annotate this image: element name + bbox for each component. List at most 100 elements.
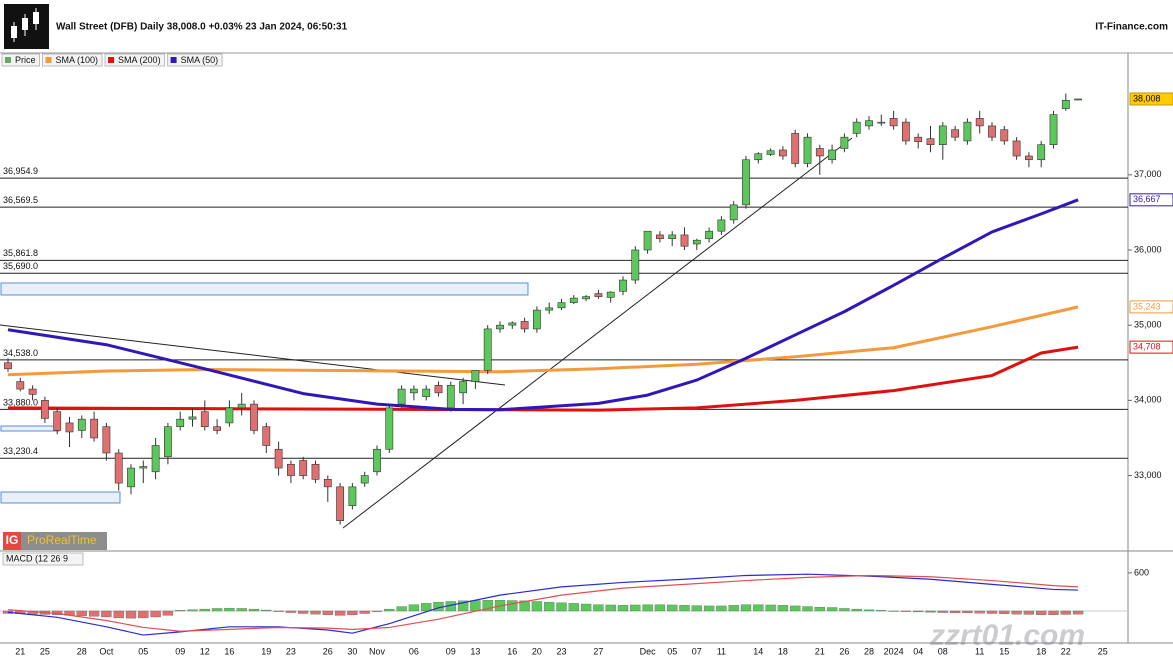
candle-body xyxy=(1000,129,1009,142)
candle-body xyxy=(373,448,381,473)
candle-body xyxy=(127,467,135,488)
x-tick-label: Oct xyxy=(99,646,114,656)
candle-body xyxy=(791,133,800,164)
macd-histogram-bar xyxy=(740,604,752,612)
level-label: 34,538.0 xyxy=(3,348,38,358)
macd-histogram-bar xyxy=(76,610,87,616)
candle-body xyxy=(496,324,504,330)
candle-body xyxy=(225,407,234,424)
candle-body xyxy=(40,400,49,419)
candle-body xyxy=(200,411,209,427)
macd-line xyxy=(7,574,1079,632)
macd-histogram-bar xyxy=(630,604,641,612)
x-tick-label: 11 xyxy=(975,646,984,656)
level-label: 35,861.8 xyxy=(3,248,38,258)
macd-histogram-bar xyxy=(777,605,789,612)
macd-histogram-bar xyxy=(642,604,653,612)
candle-body xyxy=(680,234,689,247)
candle-body xyxy=(766,150,775,155)
macd-histogram-bar xyxy=(728,605,739,612)
macd-histogram-bar xyxy=(949,610,961,614)
x-tick-label: 15 xyxy=(999,646,1009,656)
macd-histogram-bar xyxy=(1072,610,1084,615)
x-tick-label: 26 xyxy=(839,646,849,656)
macd-histogram-bar xyxy=(1011,610,1022,615)
x-tick-label: 19 xyxy=(261,646,271,656)
level-label-bg xyxy=(1,446,42,457)
candle-body xyxy=(705,230,713,239)
candle-body xyxy=(4,362,12,370)
level-label-bg xyxy=(1,347,42,358)
candle-body xyxy=(717,219,726,232)
price-tag-bg xyxy=(1129,92,1173,106)
macd-histogram-bar xyxy=(851,608,862,612)
macd-histogram-bar xyxy=(753,604,764,612)
legend-box xyxy=(167,53,223,67)
price-tag-bg xyxy=(1129,300,1173,314)
macd-histogram-bar xyxy=(285,610,297,613)
legend-box xyxy=(104,53,166,67)
macd-histogram-bar xyxy=(765,604,776,612)
sma-line xyxy=(7,345,1079,412)
candle-body xyxy=(988,125,996,138)
candle-body xyxy=(619,279,627,292)
candle-body xyxy=(422,388,431,397)
price-tag-bg xyxy=(1129,193,1173,207)
macd-histogram-bar xyxy=(101,610,112,618)
macd-histogram-bar xyxy=(617,605,629,612)
x-tick-label: 22 xyxy=(1061,646,1071,656)
x-tick-label: 26 xyxy=(323,646,333,656)
x-tick-label: 12 xyxy=(200,646,210,656)
candle-body xyxy=(828,149,836,161)
candle-body xyxy=(532,309,541,330)
macd-histogram-bar xyxy=(568,603,579,612)
candle-body xyxy=(582,296,590,300)
x-tick-label: 08 xyxy=(938,646,948,656)
candle-body xyxy=(1037,144,1046,161)
x-tick-label: 05 xyxy=(667,646,677,656)
y-tick-label: 35,000 xyxy=(1134,320,1162,330)
macd-histogram-bar xyxy=(654,604,666,612)
macd-histogram-bar xyxy=(691,605,702,612)
macd-line xyxy=(7,573,1079,636)
sma-line xyxy=(7,305,1079,377)
candle-body xyxy=(311,463,320,480)
x-tick-label: 18 xyxy=(778,646,788,656)
candle-body xyxy=(729,204,738,221)
macd-histogram-bar xyxy=(273,610,284,612)
candle-body xyxy=(471,369,480,382)
x-tick-label: 09 xyxy=(175,646,185,656)
candle-body xyxy=(348,486,357,506)
icon-body xyxy=(11,26,17,38)
legend-label: SMA (100) xyxy=(56,55,99,65)
level-label: 36,569.5 xyxy=(3,195,38,205)
candle-body xyxy=(594,293,603,297)
candle-body xyxy=(434,385,443,394)
candle-body xyxy=(336,486,344,521)
legend-swatch xyxy=(5,57,11,63)
candle-body xyxy=(446,385,455,409)
x-tick-label: 09 xyxy=(446,646,456,656)
candle-body xyxy=(508,322,517,326)
macd-histogram-bar xyxy=(962,610,973,614)
macd-histogram-bar xyxy=(236,608,247,612)
price-tag-bg xyxy=(1129,340,1173,354)
legend-label: SMA (50) xyxy=(181,55,219,65)
x-tick-label: 27 xyxy=(593,646,603,656)
candle-body xyxy=(742,159,750,206)
macd-histogram-bar xyxy=(531,601,543,612)
x-tick-label: Nov xyxy=(369,646,386,656)
candle-body xyxy=(877,121,886,124)
candle-body xyxy=(840,136,849,149)
candle-body xyxy=(1061,100,1070,109)
candle-body xyxy=(1074,98,1082,101)
x-tick-label: 2024 xyxy=(884,646,904,656)
candle-body xyxy=(139,466,148,469)
macd-histogram-bar xyxy=(261,609,272,612)
macd-histogram-bar xyxy=(986,610,998,614)
candle-body xyxy=(754,153,763,161)
macd-histogram-bar xyxy=(138,610,149,619)
candle-body xyxy=(360,475,369,484)
macd-histogram-bar xyxy=(396,606,407,612)
